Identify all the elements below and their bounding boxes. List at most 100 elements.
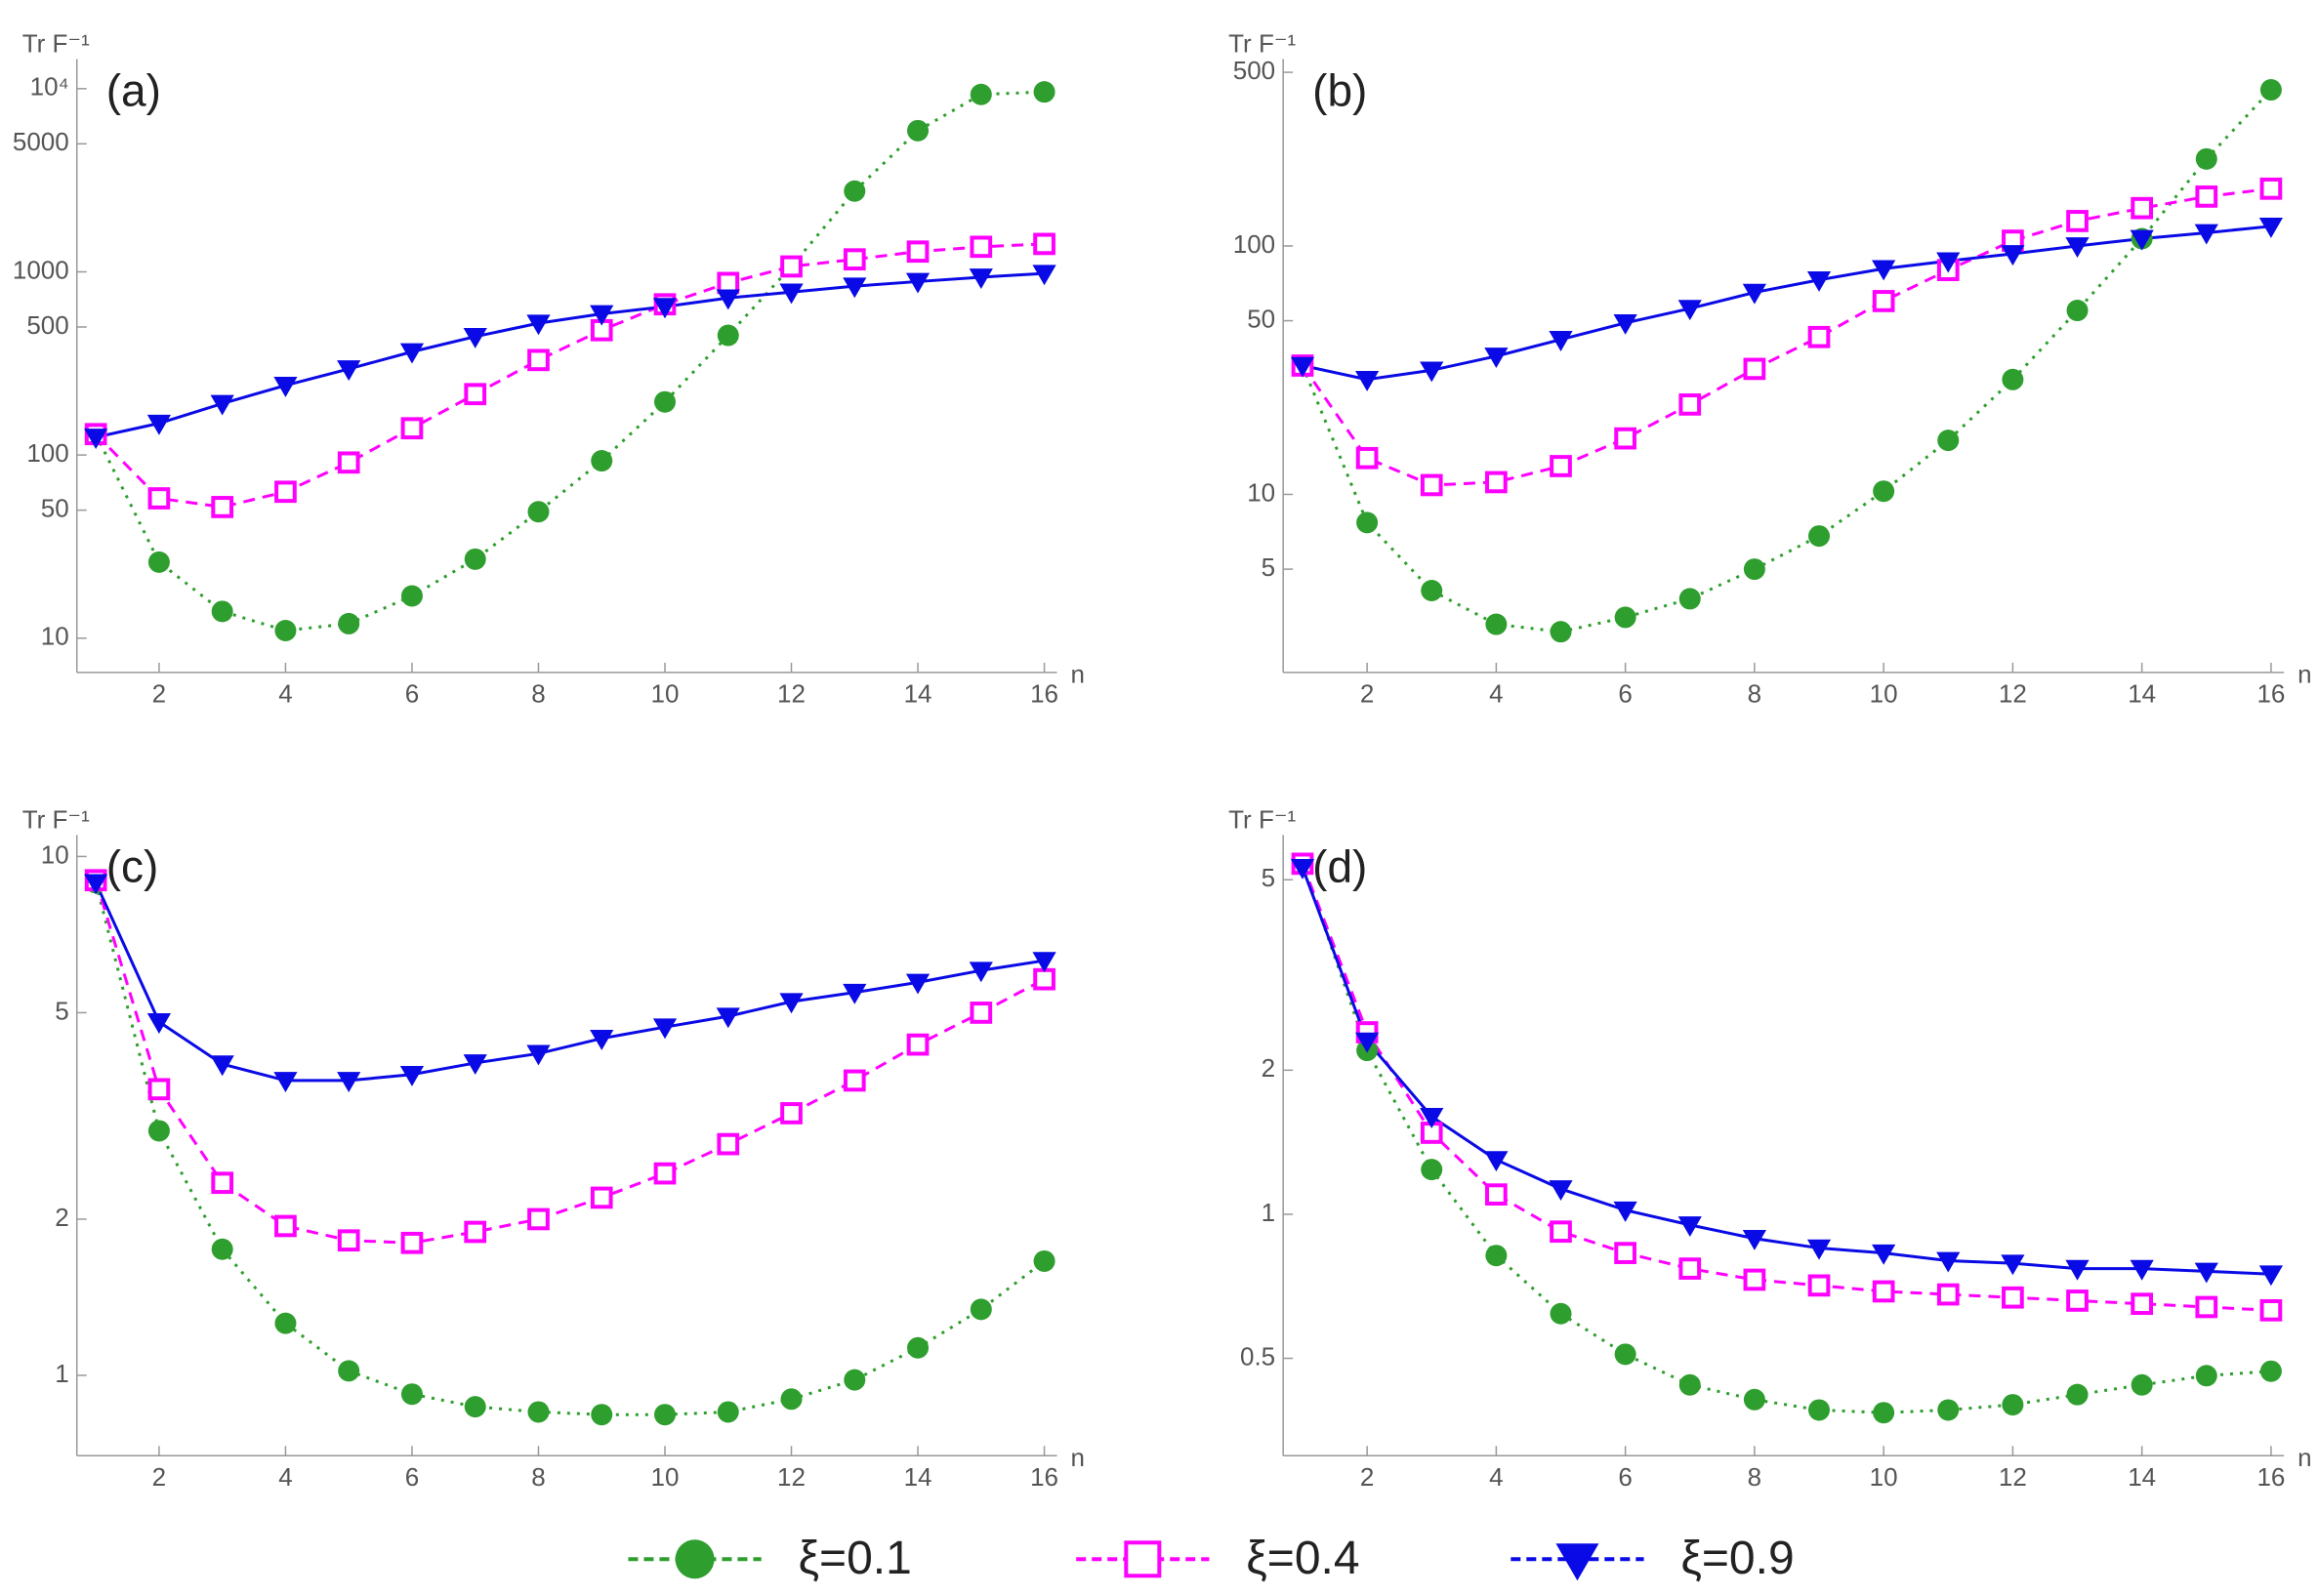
y-tick-label: 10 bbox=[41, 622, 69, 651]
marker bbox=[843, 1069, 866, 1092]
marker bbox=[1549, 331, 1573, 351]
marker bbox=[1485, 471, 1508, 494]
marker bbox=[1743, 1268, 1766, 1291]
marker bbox=[1743, 558, 1765, 581]
marker bbox=[2195, 147, 2217, 170]
marker bbox=[274, 1214, 297, 1238]
marker bbox=[2065, 237, 2090, 259]
marker bbox=[527, 1401, 550, 1423]
marker bbox=[2002, 1286, 2024, 1309]
x-tick-label: 4 bbox=[1489, 1462, 1503, 1492]
marker bbox=[1937, 430, 1960, 452]
marker bbox=[1873, 480, 1895, 503]
marker bbox=[2130, 229, 2154, 251]
marker bbox=[211, 1238, 233, 1260]
marker bbox=[1421, 1159, 1443, 1181]
marker bbox=[1873, 1402, 1895, 1424]
x-axis-label: n bbox=[1071, 1443, 1085, 1472]
x-tick-label: 8 bbox=[1748, 679, 1761, 709]
marker bbox=[2131, 1292, 2153, 1316]
marker bbox=[969, 268, 993, 290]
marker bbox=[84, 874, 108, 895]
x-tick-label: 8 bbox=[531, 679, 545, 709]
x-tick-label: 10 bbox=[651, 679, 680, 709]
marker bbox=[463, 328, 487, 348]
marker bbox=[274, 480, 297, 504]
series-line bbox=[95, 271, 1045, 439]
marker bbox=[2131, 1373, 2153, 1396]
marker bbox=[780, 1102, 803, 1125]
y-tick-label: 1 bbox=[55, 1359, 68, 1388]
marker bbox=[1614, 606, 1636, 629]
marker bbox=[464, 1220, 487, 1244]
marker bbox=[652, 1018, 678, 1040]
marker bbox=[906, 240, 930, 264]
marker bbox=[717, 271, 740, 295]
series-line bbox=[94, 880, 1046, 1245]
marker bbox=[2066, 1383, 2089, 1406]
panel-label: (d) bbox=[1312, 841, 1367, 892]
marker bbox=[210, 394, 234, 416]
x-tick-label: 6 bbox=[1618, 679, 1632, 709]
marker bbox=[526, 1044, 551, 1066]
marker bbox=[337, 451, 360, 474]
x-tick-label: 4 bbox=[278, 679, 292, 709]
marker bbox=[905, 272, 931, 294]
marker bbox=[2194, 1262, 2218, 1284]
x-tick-label: 10 bbox=[1870, 1462, 1898, 1492]
panel-label: (b) bbox=[1312, 65, 1367, 116]
x-tick-label: 2 bbox=[152, 1462, 166, 1492]
marker bbox=[1485, 613, 1508, 635]
series-line bbox=[1301, 186, 2272, 487]
legend-label: ξ=0.4 bbox=[1246, 1533, 1359, 1584]
y-tick-label: 1 bbox=[1262, 1198, 1275, 1227]
marker bbox=[653, 1404, 676, 1426]
x-tick-label: 8 bbox=[531, 1462, 545, 1492]
y-tick-label: 500 bbox=[26, 310, 68, 340]
x-tick-label: 14 bbox=[2128, 679, 2156, 709]
x-axis-label: n bbox=[2297, 1443, 2311, 1472]
marker bbox=[970, 235, 993, 259]
x-tick-label: 16 bbox=[1030, 1462, 1058, 1492]
y-tick-label: 5000 bbox=[13, 127, 69, 156]
series-line bbox=[94, 881, 1046, 1416]
marker bbox=[779, 283, 804, 305]
x-tick-label: 12 bbox=[1999, 1462, 2027, 1492]
x-tick-label: 6 bbox=[1618, 1462, 1632, 1492]
marker bbox=[1613, 1201, 1637, 1222]
marker bbox=[970, 1002, 993, 1024]
marker bbox=[717, 1132, 740, 1156]
series-line bbox=[1301, 867, 2271, 1276]
x-tick-label: 2 bbox=[1360, 679, 1374, 709]
marker bbox=[1549, 1180, 1573, 1202]
marker bbox=[716, 289, 740, 310]
marker bbox=[905, 973, 931, 995]
marker bbox=[147, 487, 171, 510]
marker bbox=[590, 1186, 613, 1209]
marker bbox=[1743, 1388, 1765, 1411]
marker bbox=[1032, 265, 1056, 286]
marker bbox=[1807, 325, 1831, 348]
marker bbox=[2194, 224, 2218, 245]
marker bbox=[1872, 290, 1895, 312]
marker bbox=[1550, 621, 1572, 643]
marker bbox=[1033, 967, 1056, 991]
y-tick-label: 10 bbox=[1247, 477, 1275, 507]
marker bbox=[1677, 1216, 1702, 1237]
marker bbox=[652, 298, 678, 319]
marker bbox=[653, 390, 676, 413]
marker bbox=[1033, 232, 1056, 256]
marker bbox=[337, 1229, 360, 1252]
marker bbox=[844, 180, 866, 202]
marker bbox=[1742, 1229, 1766, 1250]
marker bbox=[527, 348, 550, 372]
marker bbox=[274, 619, 297, 641]
marker bbox=[84, 429, 108, 450]
marker bbox=[590, 1030, 614, 1050]
marker bbox=[337, 360, 361, 382]
y-axis-label: Tr F⁻¹ bbox=[22, 804, 90, 834]
x-tick-label: 14 bbox=[904, 1462, 932, 1492]
x-axis-label: n bbox=[1071, 660, 1085, 689]
marker bbox=[1485, 1183, 1508, 1206]
marker bbox=[1678, 393, 1702, 416]
